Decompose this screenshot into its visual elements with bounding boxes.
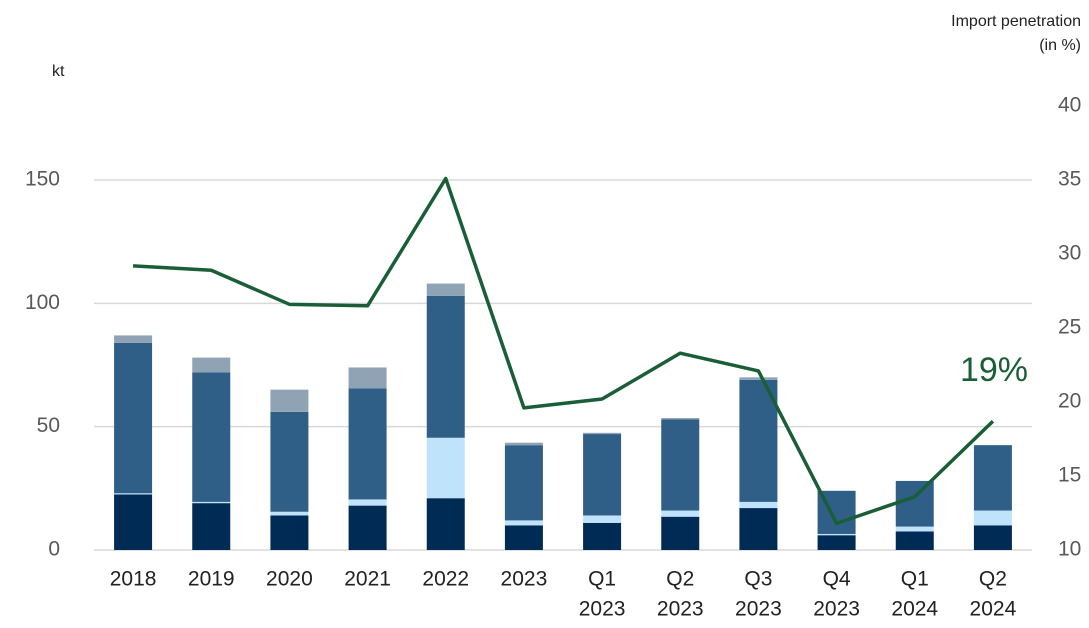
- x-tick-label: Q3: [744, 568, 772, 591]
- bar-segment: [348, 388, 387, 500]
- bar-segment: [583, 515, 622, 523]
- x-tick-label: 2023: [501, 568, 548, 591]
- x-tick-label: 2023: [735, 598, 782, 621]
- y2-tick-label: 10: [1058, 538, 1081, 561]
- bar-segment: [114, 342, 153, 494]
- bar-segment: [739, 508, 778, 550]
- bar-segment: [661, 419, 700, 511]
- x-tick-label: Q1: [901, 568, 929, 591]
- bar-segment: [426, 498, 465, 550]
- bar-segment: [895, 531, 934, 550]
- bar-segment: [348, 367, 387, 389]
- y2-tick-label: 40: [1058, 94, 1081, 117]
- bar-segment: [973, 445, 1012, 511]
- bar-segment: [426, 283, 465, 296]
- y-tick-label: 50: [37, 414, 60, 437]
- bar-segment: [270, 515, 309, 550]
- bar-segment: [426, 295, 465, 438]
- bar-segment: [426, 437, 465, 499]
- x-tick-label: 2019: [188, 568, 235, 591]
- x-tick-label: Q1: [588, 568, 616, 591]
- bar-segment: [504, 442, 543, 446]
- bar-segment: [661, 516, 700, 550]
- bar-segment: [739, 377, 778, 380]
- y-tick-label: 100: [25, 291, 60, 314]
- bar-segment: [270, 511, 309, 516]
- y2-axis-label: (in %): [1039, 37, 1081, 54]
- bar-segment: [504, 520, 543, 526]
- bar-segment: [739, 501, 778, 509]
- line-series: [132, 176, 995, 526]
- y2-axis-label: Import penetration: [951, 13, 1081, 30]
- bar-segment: [895, 480, 934, 527]
- y-tick-label: 150: [25, 168, 60, 191]
- y-tick-label: 0: [48, 538, 60, 561]
- bar-segment: [348, 499, 387, 506]
- bar-segment: [583, 434, 622, 516]
- bar-segment: [817, 533, 856, 536]
- bar-segment: [114, 494, 153, 550]
- x-tick-label: 2021: [344, 568, 391, 591]
- bar-segment: [270, 389, 309, 412]
- bar-segment: [973, 525, 1012, 550]
- bar-segment: [661, 510, 700, 517]
- x-tick-label: 2023: [579, 598, 626, 621]
- y2-tick-label: 25: [1058, 316, 1081, 339]
- bar-segment: [661, 418, 700, 420]
- x-tick-label: 2023: [657, 598, 704, 621]
- x-tick-label: 2024: [970, 598, 1017, 621]
- bar-segment: [504, 445, 543, 521]
- bar-segment: [817, 535, 856, 550]
- y2-tick-label: 30: [1058, 242, 1081, 265]
- y2-tick-label: 35: [1058, 168, 1081, 191]
- x-tick-label: Q2: [666, 568, 694, 591]
- x-tick-label: 2024: [891, 598, 938, 621]
- y2-tick-label: 15: [1058, 464, 1081, 487]
- y-axis-label: kt: [52, 63, 65, 80]
- x-tick-label: 2022: [422, 568, 469, 591]
- bar-segment: [114, 493, 153, 495]
- x-tick-label: 2020: [266, 568, 313, 591]
- bar-segment: [895, 526, 934, 532]
- x-tick-label: Q2: [979, 568, 1007, 591]
- bar-segment: [192, 372, 231, 502]
- bar-segment: [192, 357, 231, 373]
- bar-segment: [192, 501, 231, 504]
- annotation: 19%: [960, 351, 1028, 389]
- bar-segment: [583, 432, 622, 435]
- x-tick-label: 2018: [110, 568, 157, 591]
- bar-segment: [114, 335, 153, 343]
- x-tick-label: 2023: [813, 598, 860, 621]
- x-tick-label: Q4: [823, 568, 851, 591]
- bar-segment: [973, 510, 1012, 526]
- bar-segment: [348, 505, 387, 550]
- bar-segment: [192, 503, 231, 550]
- bar-segment: [504, 525, 543, 550]
- bar-segment: [583, 522, 622, 550]
- y2-tick-label: 20: [1058, 390, 1081, 413]
- bar-segment: [739, 379, 778, 502]
- bar-segment: [270, 411, 309, 512]
